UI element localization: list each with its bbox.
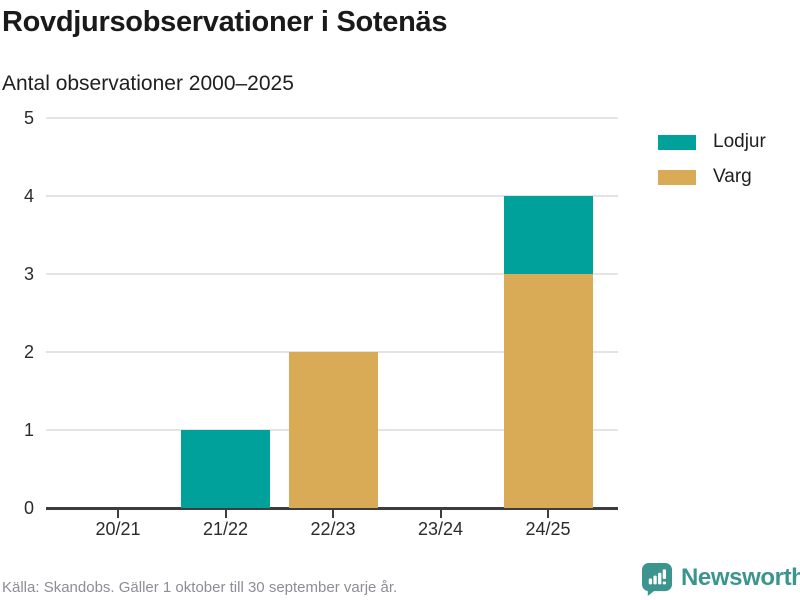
chart-title: Rovdjursobservationer i Sotenäs bbox=[2, 6, 448, 38]
legend-item-lodjur: Lodjur bbox=[658, 131, 766, 153]
legend-label: Lodjur bbox=[713, 131, 766, 152]
y-axis-label: 3 bbox=[23, 264, 34, 284]
brand-name: Newsworthy bbox=[681, 563, 800, 591]
legend-label: Varg bbox=[713, 166, 752, 187]
gridline bbox=[46, 195, 618, 197]
y-axis-label: 1 bbox=[23, 420, 34, 440]
x-axis-tick bbox=[547, 510, 549, 518]
x-axis-tick bbox=[224, 510, 227, 518]
newsworthy-logo-icon bbox=[641, 563, 673, 596]
x-axis-label: 20/21 bbox=[95, 519, 141, 539]
bar-segment-varg bbox=[288, 352, 378, 508]
legend: Lodjur Varg bbox=[658, 131, 766, 201]
bar-segment-lodjur bbox=[181, 430, 270, 508]
source-note: Källa: Skandobs. Gäller 1 oktober till 3… bbox=[2, 579, 398, 596]
x-axis-label: 23/24 bbox=[417, 519, 464, 539]
chart-subtitle: Antal observationer 2000–2025 bbox=[2, 72, 294, 95]
x-axis-tick bbox=[117, 510, 119, 518]
legend-swatch bbox=[658, 134, 696, 150]
x-axis-tick bbox=[439, 510, 442, 518]
legend-swatch bbox=[658, 169, 696, 185]
gridline bbox=[46, 117, 618, 119]
y-axis-label: 2 bbox=[23, 342, 34, 362]
x-axis-label: 21/22 bbox=[202, 519, 249, 539]
x-axis-line bbox=[46, 507, 618, 510]
gridline bbox=[46, 273, 618, 275]
bar-segment-varg bbox=[503, 274, 593, 508]
legend-item-varg: Varg bbox=[658, 166, 766, 188]
bar-segment-lodjur bbox=[503, 196, 593, 274]
x-axis-label: 24/25 bbox=[525, 519, 571, 539]
y-axis-label: 4 bbox=[23, 186, 34, 206]
y-axis-label: 5 bbox=[23, 108, 34, 128]
brand-logo: Newsworthy bbox=[641, 562, 800, 597]
y-axis-label: 0 bbox=[23, 498, 34, 518]
x-axis-tick bbox=[332, 510, 334, 518]
x-axis-label: 22/23 bbox=[310, 519, 356, 539]
